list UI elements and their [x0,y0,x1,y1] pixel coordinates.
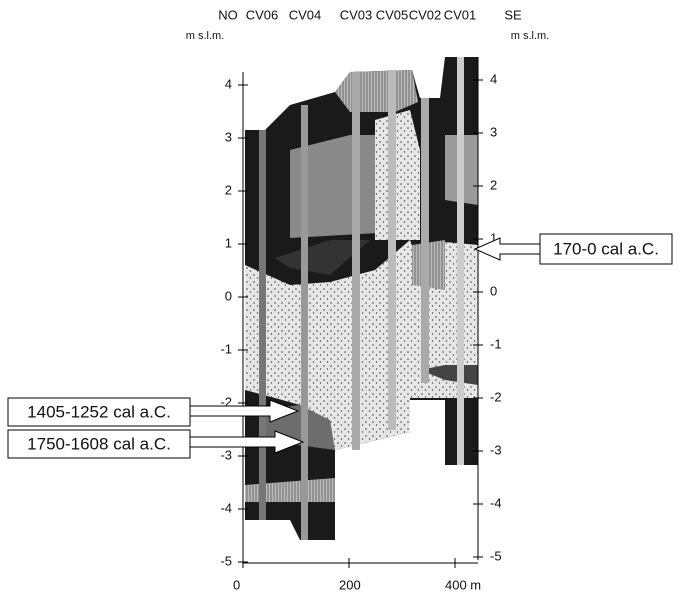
y-tick-label: 1 [225,235,232,250]
y-tick-label: 0 [490,283,497,298]
y-tick-label: 2 [490,177,497,192]
core-label: CV02 [409,7,442,22]
core-label: CV03 [340,7,373,22]
direction-label: NO [218,7,238,22]
core-column [457,57,464,465]
y-tick-label: -3 [220,447,232,462]
core-label: CV01 [444,7,477,22]
y-tick-label: -5 [220,553,232,568]
x-tick-label: 0 [233,577,240,592]
y-tick-label: 4 [490,71,497,86]
direction-label: SE [504,7,522,22]
core-label: CV06 [246,7,279,22]
section-diagram: NO SE m s.l.m. m s.l.m. CV06 CV04 CV03CV05… [0,0,689,600]
core-label: CV04 [289,7,322,22]
core-column [259,130,266,520]
annotation-text: 170-0 cal a.C. [553,239,659,258]
y-tick-label: -3 [490,442,502,457]
y-tick-label: -4 [490,495,502,510]
arrow [475,238,540,260]
y-tick-label: 3 [225,129,232,144]
unit-label: m s.l.m. [186,30,225,42]
core-column [301,105,308,540]
y-tick-label: 3 [490,124,497,139]
sand-stratum [375,110,420,240]
y-tick-label: -1 [490,336,502,351]
annotation-text: 1750-1608 cal a.C. [27,434,171,453]
x-tick-label: 400 m [445,577,481,592]
core-column [388,70,396,430]
y-tick-label: 2 [225,182,232,197]
y-tick-label: 0 [225,288,232,303]
y-tick-label: -2 [490,389,502,404]
y-tick-label: -5 [490,548,502,563]
core-label: CV05 [376,7,409,22]
y-tick-label: -4 [220,500,232,515]
core-column [352,72,360,450]
core-column [421,98,429,383]
x-tick-label: 200 [339,577,361,592]
annotation: 170-0 cal a.C. [475,234,672,264]
unit-label: m s.l.m. [511,30,550,42]
annotation-text: 1405-1252 cal a.C. [27,402,171,421]
y-tick-label: -1 [220,341,232,356]
strata [245,57,478,540]
light-stratum [335,70,418,112]
y-tick-label: 4 [225,76,232,91]
